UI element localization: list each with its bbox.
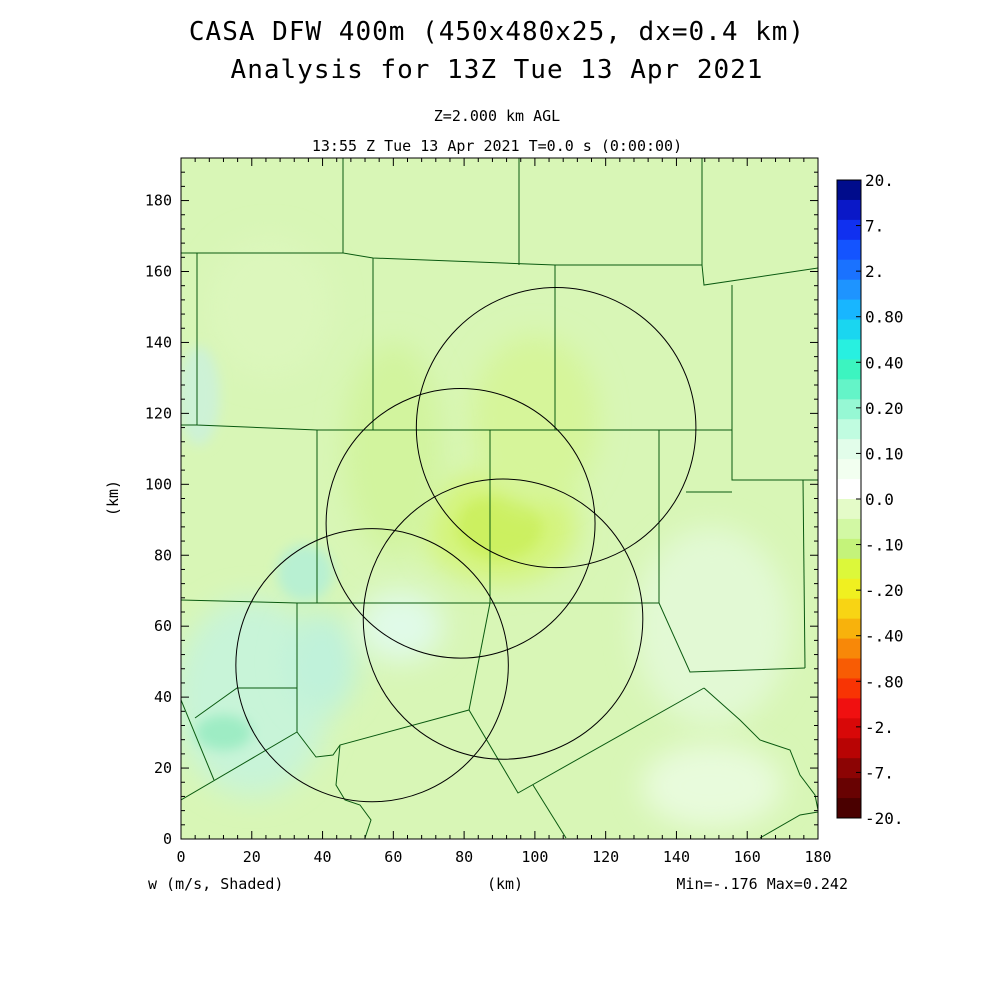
colorbar-label: -2. bbox=[865, 718, 894, 737]
colorbar-label: 20. bbox=[865, 171, 894, 190]
field-patch bbox=[205, 236, 334, 378]
colorbar-swatch bbox=[837, 638, 861, 659]
field-patch bbox=[471, 335, 599, 506]
y-tick-label: 120 bbox=[145, 404, 172, 422]
colorbar-swatch bbox=[837, 199, 861, 221]
min-max-label: Min=-.176 Max=0.242 bbox=[676, 875, 848, 893]
x-tick-label: 60 bbox=[384, 848, 402, 866]
colorbar-swatch bbox=[837, 758, 861, 779]
colorbar-label: 0.20 bbox=[865, 399, 904, 418]
colorbar-swatch bbox=[837, 658, 861, 679]
colorbar-swatch bbox=[837, 299, 861, 321]
colorbar-label: 0.80 bbox=[865, 308, 904, 327]
x-tick-label: 40 bbox=[314, 848, 332, 866]
colorbar-label: -.80 bbox=[865, 672, 904, 691]
colorbar-label: 2. bbox=[865, 262, 884, 281]
field-patch bbox=[357, 590, 443, 662]
colorbar-swatch bbox=[837, 718, 861, 739]
y-axis-ticks: 0 20 40 60 80 100 120 140 160 180 bbox=[145, 157, 818, 848]
x-tick-label: 0 bbox=[176, 848, 185, 866]
y-tick-label: 80 bbox=[154, 546, 172, 564]
colorbar-swatch bbox=[837, 698, 861, 719]
colorbar-swatch bbox=[837, 379, 861, 400]
colorbar-label: -.40 bbox=[865, 627, 904, 646]
colorbar-swatch bbox=[837, 678, 861, 699]
colorbar-swatch bbox=[837, 578, 861, 600]
colorbar-swatch bbox=[837, 479, 861, 500]
y-tick-label: 180 bbox=[145, 192, 172, 210]
y-tick-label: 0 bbox=[163, 830, 172, 848]
colorbar-swatch bbox=[837, 419, 861, 440]
field-patch bbox=[181, 345, 220, 446]
colorbar-swatch bbox=[837, 598, 861, 620]
radar-rings bbox=[235, 286, 697, 803]
field-patch bbox=[641, 743, 783, 829]
field-patch bbox=[457, 494, 542, 559]
y-tick-label: 100 bbox=[145, 475, 172, 493]
colorbar-label: -.10 bbox=[865, 536, 904, 555]
radar-ring bbox=[415, 286, 697, 569]
colorbar-swatch bbox=[837, 239, 861, 261]
x-tick-label: 160 bbox=[734, 848, 761, 866]
colorbar-label: -7. bbox=[865, 763, 894, 782]
colorbar-swatch bbox=[837, 279, 861, 301]
colorbar-swatch bbox=[837, 778, 861, 799]
x-axis-ticks: 0 20 40 60 80 100 120 140 160 180 bbox=[176, 158, 832, 866]
level-label: Z=2.000 km AGL bbox=[434, 107, 560, 125]
colorbar-label: -.20 bbox=[865, 581, 904, 600]
colorbar-swatch bbox=[837, 618, 861, 640]
y-tick-label: 160 bbox=[145, 263, 172, 281]
colorbar-swatch bbox=[837, 518, 861, 540]
y-tick-label: 20 bbox=[154, 759, 172, 777]
radar-ring bbox=[362, 478, 644, 760]
colorbar-label: 0.10 bbox=[865, 444, 904, 463]
x-tick-label: 140 bbox=[663, 848, 690, 866]
x-tick-label: 80 bbox=[455, 848, 473, 866]
colorbar-swatch bbox=[837, 180, 861, 201]
field-patch bbox=[195, 714, 252, 751]
colorbar-swatch bbox=[837, 219, 861, 241]
colorbar-swatch bbox=[837, 738, 861, 759]
colorbar-swatch bbox=[837, 538, 861, 560]
radar-ring bbox=[325, 388, 596, 659]
chart-title: CASA DFW 400m (450x480x25, dx=0.4 km) bbox=[189, 17, 805, 47]
x-tick-label: 100 bbox=[521, 848, 548, 866]
colorbar-swatch bbox=[837, 798, 861, 819]
y-tick-label: 40 bbox=[154, 688, 172, 706]
x-tick-label: 180 bbox=[804, 848, 831, 866]
colorbar-swatch bbox=[837, 319, 861, 340]
chart-subtitle-date: Analysis for 13Z Tue 13 Apr 2021 bbox=[231, 55, 764, 85]
colorbar-swatch bbox=[837, 459, 861, 480]
colorbar-label: 7. bbox=[865, 217, 884, 236]
colorbar: 20. 7. 2. 0.80 0.40 0.20 0.10 0.0 -.10 -.20 -.40 -.… bbox=[836, 171, 904, 828]
colorbar-label: 0.40 bbox=[865, 353, 904, 372]
colorbar-swatch bbox=[837, 399, 861, 420]
county-boundaries bbox=[181, 158, 818, 839]
colorbar-swatch bbox=[837, 558, 861, 580]
radar-ring bbox=[235, 528, 509, 803]
colorbar-swatch bbox=[837, 339, 861, 360]
x-tick-label: 120 bbox=[592, 848, 619, 866]
time-label: 13:55 Z Tue 13 Apr 2021 T=0.0 s (0:00:00… bbox=[312, 137, 682, 155]
field-patch bbox=[633, 526, 790, 726]
y-tick-label: 140 bbox=[145, 333, 172, 351]
colorbar-swatch bbox=[837, 439, 861, 460]
field-patch bbox=[343, 342, 443, 556]
colorbar-label: 0.0 bbox=[865, 490, 894, 509]
y-axis-label: (km) bbox=[104, 480, 122, 516]
colorbar-swatch bbox=[837, 259, 861, 281]
colorbar-label: -20. bbox=[865, 809, 904, 828]
plot-area bbox=[181, 158, 818, 839]
colorbar-swatch bbox=[837, 499, 861, 520]
field-label: w (m/s, Shaded) bbox=[148, 875, 283, 893]
field-shading bbox=[181, 236, 790, 829]
x-tick-label: 20 bbox=[243, 848, 261, 866]
field-patch bbox=[287, 612, 358, 712]
colorbar-swatch bbox=[837, 359, 861, 380]
x-axis-label: (km) bbox=[487, 875, 523, 893]
field-patch bbox=[276, 544, 334, 602]
y-tick-label: 60 bbox=[154, 617, 172, 635]
